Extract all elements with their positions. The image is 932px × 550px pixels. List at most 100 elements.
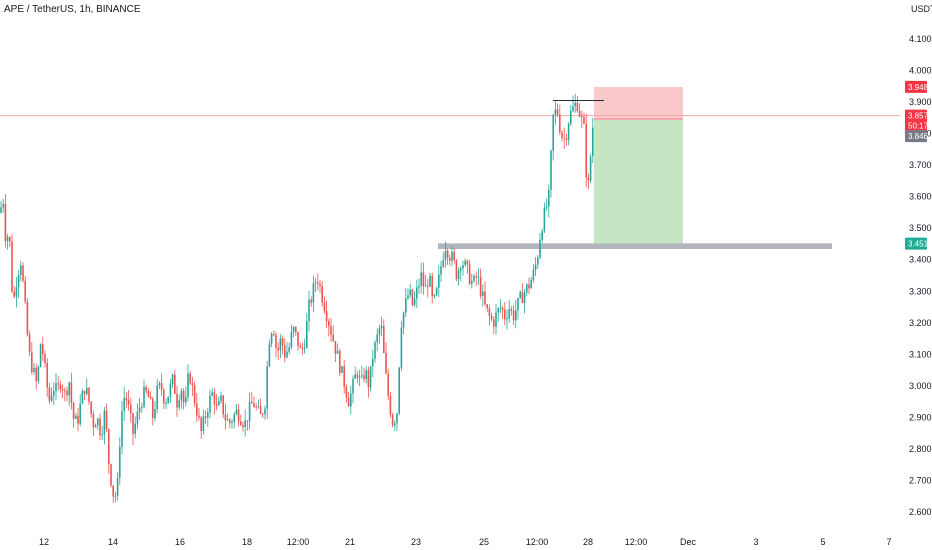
candle-body bbox=[191, 383, 194, 386]
candle-body bbox=[101, 434, 103, 436]
candle-body bbox=[141, 406, 143, 409]
candle-body bbox=[50, 395, 53, 401]
candle-body bbox=[383, 325, 385, 353]
price-axis[interactable]: 4.1004.0003.9003.8003.7003.6003.5003.400… bbox=[909, 34, 932, 517]
candle-body bbox=[72, 402, 75, 419]
candle-body bbox=[61, 388, 64, 391]
candle-body bbox=[266, 366, 268, 409]
candle-body bbox=[255, 406, 257, 408]
candle-body bbox=[154, 408, 156, 419]
candle-body bbox=[149, 397, 152, 399]
candle-body bbox=[110, 464, 112, 486]
candle-body bbox=[464, 260, 466, 266]
candle-body bbox=[325, 311, 328, 322]
candle-body bbox=[473, 275, 475, 281]
candle-body bbox=[279, 338, 282, 351]
candle-body bbox=[431, 275, 433, 297]
candle-body bbox=[37, 366, 40, 382]
candle-body bbox=[468, 264, 471, 284]
candle-body bbox=[277, 347, 279, 351]
candle-body bbox=[138, 408, 141, 412]
candle-body bbox=[484, 291, 486, 305]
time-axis[interactable]: 12 14 16 18 12:00 21 23 25 12:00 28 12:00 Dec 3 5 7 bbox=[39, 537, 892, 547]
candle-body bbox=[457, 270, 460, 280]
candle-body bbox=[299, 345, 301, 348]
x-tick-label: 12 bbox=[39, 537, 49, 547]
candle-body bbox=[466, 260, 469, 265]
support-band[interactable] bbox=[438, 243, 832, 250]
candle-body bbox=[574, 102, 576, 107]
entry-price-badge bbox=[905, 130, 927, 143]
candle-body bbox=[44, 354, 46, 363]
y-tick-label: 2.600 bbox=[909, 507, 932, 517]
position-zones[interactable] bbox=[594, 86, 683, 244]
candle-body bbox=[11, 241, 13, 292]
x-tick-label: Dec bbox=[680, 537, 697, 547]
candle-body bbox=[200, 417, 202, 432]
candle-body bbox=[196, 403, 198, 416]
candle-body bbox=[295, 326, 297, 332]
candle-body bbox=[420, 272, 422, 286]
candle-body bbox=[231, 421, 233, 424]
candle-body bbox=[385, 352, 387, 374]
candle-body bbox=[482, 291, 484, 297]
candle-body bbox=[365, 370, 367, 380]
candle-body bbox=[81, 390, 84, 404]
candle-body bbox=[545, 206, 548, 208]
stop-loss-zone[interactable] bbox=[594, 86, 683, 120]
candle-body bbox=[424, 285, 427, 287]
candle-body bbox=[123, 397, 125, 412]
symbol-title[interactable]: APE / TetherUS, 1h, BINANCE bbox=[4, 4, 141, 15]
x-tick-label: 28 bbox=[583, 537, 593, 547]
candle-body bbox=[376, 334, 378, 343]
candle-body bbox=[90, 401, 92, 414]
candle-body bbox=[66, 390, 68, 396]
y-tick-label: 3.200 bbox=[909, 318, 932, 328]
candle-body bbox=[451, 251, 453, 261]
candle-body bbox=[248, 401, 251, 422]
candle-body bbox=[446, 250, 449, 258]
candle-body bbox=[158, 383, 161, 386]
candle-body bbox=[145, 386, 147, 392]
take-profit-zone[interactable] bbox=[594, 119, 683, 244]
candle-body bbox=[284, 345, 286, 358]
candle-body bbox=[523, 292, 526, 304]
candle-body bbox=[444, 250, 447, 261]
candle-body bbox=[46, 362, 48, 388]
candle-body bbox=[526, 284, 528, 293]
candle-body bbox=[202, 416, 205, 432]
currency-label: USDT bbox=[911, 4, 932, 14]
candle-body bbox=[400, 327, 403, 368]
candle-body bbox=[262, 413, 264, 415]
candle-body bbox=[354, 374, 356, 379]
candle-body bbox=[55, 383, 57, 391]
candle-body bbox=[528, 284, 530, 289]
candle-body bbox=[116, 478, 119, 496]
candle-body bbox=[42, 344, 44, 355]
stop-price-badge bbox=[905, 80, 927, 93]
candle-body bbox=[281, 338, 284, 346]
x-tick-label: 14 bbox=[108, 537, 118, 547]
candle-body bbox=[517, 297, 519, 311]
candle-body bbox=[224, 414, 227, 421]
candle-body bbox=[17, 275, 20, 288]
candle-body bbox=[253, 403, 255, 407]
y-tick-label: 3.600 bbox=[909, 192, 932, 202]
candle-body bbox=[259, 406, 262, 414]
candle-body bbox=[440, 266, 442, 275]
x-tick-label: 12:00 bbox=[526, 537, 549, 547]
candle-body bbox=[143, 386, 145, 407]
candle-body bbox=[33, 367, 35, 372]
candle-body bbox=[347, 397, 350, 407]
candle-body bbox=[130, 404, 132, 414]
candle-body bbox=[396, 413, 398, 424]
candle-body bbox=[288, 347, 290, 352]
candle-body bbox=[576, 102, 579, 112]
candle-body bbox=[187, 373, 189, 397]
entry-line[interactable] bbox=[594, 118, 683, 121]
candle-body bbox=[114, 495, 117, 497]
candle-body bbox=[422, 272, 425, 287]
candle-body bbox=[308, 299, 310, 322]
candle-body bbox=[160, 383, 163, 390]
